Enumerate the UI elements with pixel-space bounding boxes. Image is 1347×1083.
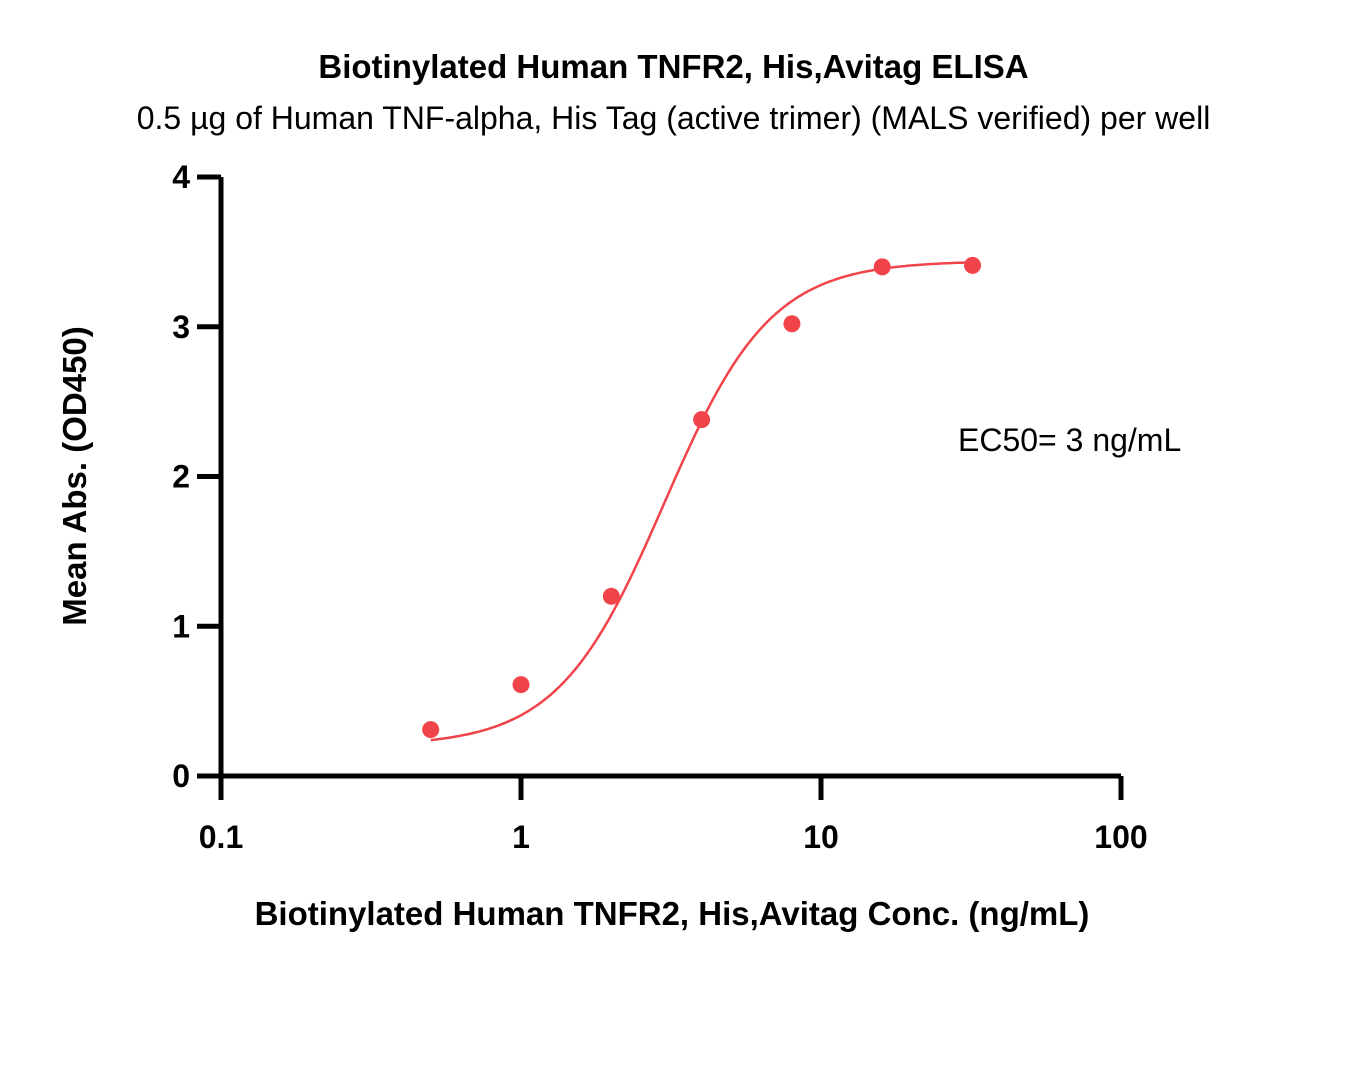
data-point	[422, 721, 440, 739]
y-axis-label: Mean Abs. (OD450)	[56, 326, 93, 626]
data-points	[422, 256, 982, 739]
data-point	[693, 411, 711, 429]
x-tick-label: 0.1	[199, 819, 243, 855]
y-tick-label: 3	[172, 309, 190, 345]
fit-curve	[430, 261, 973, 742]
x-tick-label: 100	[1094, 819, 1147, 855]
data-point	[512, 676, 530, 694]
data-point	[783, 315, 801, 333]
x-tick-label: 1	[512, 819, 530, 855]
y-ticks: 0 1 2 3 4	[172, 159, 221, 794]
data-point	[602, 587, 620, 605]
x-tick-label: 10	[803, 819, 839, 855]
y-tick-label: 4	[172, 159, 190, 195]
y-tick-label: 1	[172, 608, 190, 644]
data-point	[964, 256, 982, 274]
axes	[218, 177, 1121, 779]
y-tick-label: 2	[172, 459, 190, 495]
data-point	[873, 258, 891, 276]
y-tick-label: 0	[172, 758, 190, 794]
x-axis-label: Biotinylated Human TNFR2, His,Avitag Con…	[255, 895, 1090, 932]
chart-subtitle: 0.5 µg of Human TNF-alpha, His Tag (acti…	[136, 100, 1211, 136]
ec50-annotation: EC50= 3 ng/mL	[958, 422, 1181, 458]
chart-title: Biotinylated Human TNFR2, His,Avitag ELI…	[318, 48, 1029, 85]
x-ticks: 0.1 1 10 100	[199, 776, 1148, 855]
